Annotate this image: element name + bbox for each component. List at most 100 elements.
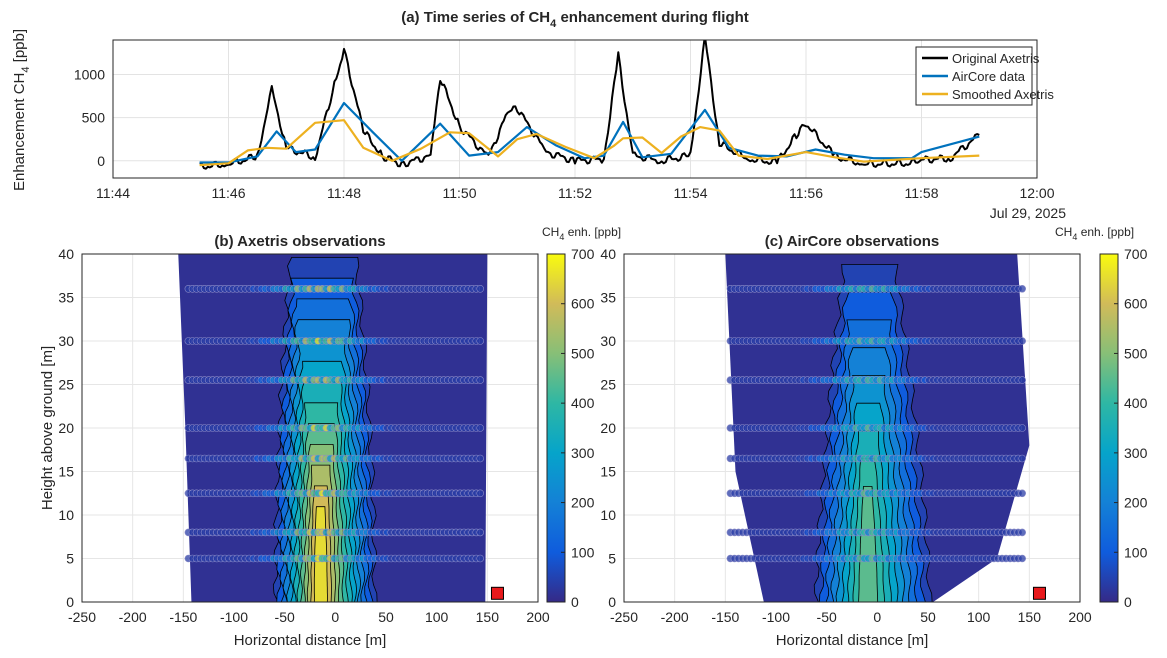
legend-label-aircore: AirCore data [952, 69, 1026, 84]
panel-b-colorbar-tick: 700 [571, 246, 595, 262]
panel-b-observation-point [476, 376, 485, 384]
panel-a-x-tick: 11:44 [96, 185, 130, 201]
panel-b-colorbar-gradient [546, 253, 566, 603]
panel-b-x-tick: 50 [378, 609, 394, 625]
panel-c-colorbar-label: CH4 enh. [ppb] [1055, 225, 1134, 242]
panel-b-contour-level [313, 506, 328, 602]
panel-a-x-tick: 12:00 [1019, 185, 1054, 201]
panel-b-observation-point [476, 424, 485, 432]
panel-c-contour-level [858, 486, 879, 602]
panel-a-axes-box [112, 39, 1038, 179]
panel-b-y-tick: 35 [58, 290, 74, 306]
panel-c-y-tick: 30 [600, 333, 616, 349]
panel-b-x-tick: 200 [526, 609, 550, 625]
panel-c-colorbar-tick: 0 [1124, 594, 1132, 610]
panel-c-x-tick: -250 [610, 609, 638, 625]
series-line-smoothed-axetris [199, 119, 980, 167]
panel-b-colorbar-tick: 600 [571, 296, 595, 312]
panel-c-colorbar-tick: 700 [1124, 246, 1148, 262]
panel-c-y-tick: 15 [600, 464, 616, 480]
panel-b-x-tick: 150 [476, 609, 500, 625]
panel-b-x-tick: 100 [425, 609, 449, 625]
panel-c-observation-point [1018, 284, 1027, 293]
panel-c-observation-point [1018, 528, 1027, 537]
panel-b-colorbar-tick: 300 [571, 445, 595, 461]
panel-c-y-tick: 40 [600, 246, 616, 262]
legend-label-smoothed-axetris: Smoothed Axetris [952, 87, 1054, 102]
panel-b-y-tick: 30 [58, 333, 74, 349]
panel-b-source-marker [490, 586, 504, 600]
panel-c-x-tick: 150 [1018, 609, 1042, 625]
panel-b-observation-point [476, 284, 485, 293]
panel-c-colorbar: 0 100 200 300 400 500 600 700 [1099, 246, 1148, 610]
panel-b-y-tick: 25 [58, 377, 74, 393]
panel-b-y-tick: 20 [58, 420, 74, 436]
panel-c-y-tick: 5 [608, 551, 616, 567]
panel-b-x-tick: -250 [68, 609, 96, 625]
panel-b-colorbar-tick: 400 [571, 395, 595, 411]
panel-a: (a) Time series of CH4 enhancement durin… [11, 9, 1066, 221]
panel-b-xlabel: Horizontal distance [m] [234, 632, 387, 649]
panel-b-colorbar-label: CH4 enh. [ppb] [542, 225, 621, 242]
panel-c-observation-point [1018, 337, 1027, 345]
panel-a-series [199, 40, 980, 170]
panel-b: (b) Axetris observations -250 -200 -150 -10… [39, 225, 621, 649]
panel-b-ylabel: Height above ground [m] [39, 346, 56, 510]
panel-b-y-tick: 40 [58, 246, 74, 262]
panel-a-x-tick: 11:50 [443, 185, 477, 201]
panel-c: (c) AirCore observations -250 -200 -150 -10… [600, 225, 1147, 649]
panel-b-colorbar-tick: 500 [571, 345, 595, 361]
panel-b-concentration-field [178, 254, 504, 602]
panel-c-colorbar-tick: 300 [1124, 445, 1148, 461]
panel-c-x-tick: 0 [873, 609, 881, 625]
panel-c-observation-point [1018, 489, 1027, 498]
panel-c-xlabel: Horizontal distance [m] [776, 632, 929, 649]
panel-a-y-tick: 500 [82, 110, 106, 126]
panel-c-y-tick: 10 [600, 507, 616, 523]
panel-c-colorbar-tick: 600 [1124, 296, 1148, 312]
panel-b-y-tick: 0 [66, 594, 74, 610]
panel-b-colorbar-tick: 0 [571, 594, 579, 610]
panel-b-y-tick: 15 [58, 464, 74, 480]
panel-b-observation-point [476, 337, 485, 345]
panel-a-y-tick: 0 [97, 153, 105, 169]
panel-b-observation-point [476, 528, 485, 537]
panel-c-colorbar-tick: 400 [1124, 395, 1148, 411]
panel-b-colorbar-tick: 200 [571, 495, 595, 511]
panel-c-x-tick: 200 [1068, 609, 1092, 625]
panel-b-ticks: -250 -200 -150 -100 -50 0 50 100 150 200 0 5 10 15 20 2… [58, 246, 549, 625]
panel-b-x-tick: -50 [275, 609, 295, 625]
panel-a-x-tick: 11:46 [212, 185, 246, 201]
panel-a-y-tick: 1000 [74, 67, 105, 83]
panel-c-observation-point [1018, 454, 1027, 463]
panel-c-x-tick: 100 [967, 609, 991, 625]
panel-c-ticks: -250 -200 -150 -100 -50 0 50 100 150 200 0 5 10 15 20 2… [600, 246, 1091, 625]
legend-label-original-axetris: Original Axetris [952, 51, 1040, 66]
panel-a-date-label: Jul 29, 2025 [990, 205, 1066, 221]
panel-c-x-tick: -100 [762, 609, 790, 625]
panel-c-y-tick: 35 [600, 290, 616, 306]
panel-c-x-tick: 50 [920, 609, 936, 625]
panel-c-axes-box [623, 253, 1081, 603]
legend: Original Axetris AirCore data Smoothed A… [915, 46, 1054, 106]
panel-b-colorbar: 0 100 200 300 400 500 600 700 [546, 246, 595, 610]
panel-c-observation-point [1018, 376, 1027, 384]
panel-c-x-tick: -200 [661, 609, 689, 625]
panel-c-y-tick: 0 [608, 594, 616, 610]
panel-b-observation-point [476, 454, 485, 463]
panel-a-x-tick: 11:56 [789, 185, 823, 201]
panel-a-title: (a) Time series of CH4 enhancement durin… [401, 9, 749, 30]
panel-c-x-tick: -150 [711, 609, 739, 625]
panel-b-x-tick: 0 [331, 609, 339, 625]
panel-c-y-tick: 25 [600, 377, 616, 393]
panel-c-source-marker [1032, 586, 1046, 600]
panel-c-x-tick: -50 [817, 609, 837, 625]
series-line-original-axetris [199, 40, 980, 170]
panel-b-axes-box [81, 253, 539, 603]
panel-c-observation-point [1018, 424, 1027, 432]
panel-c-colorbar-tick: 200 [1124, 495, 1148, 511]
panel-b-colorbar-tick: 100 [571, 544, 595, 560]
panel-c-colorbar-tick: 500 [1124, 345, 1148, 361]
panel-c-colorbar-gradient [1099, 253, 1119, 603]
